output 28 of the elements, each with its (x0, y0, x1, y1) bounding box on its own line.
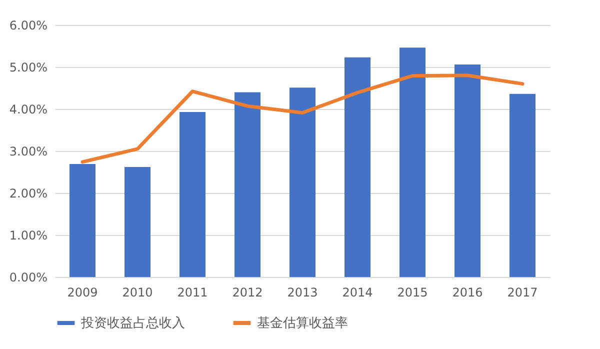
x-tick-label: 2010 (122, 286, 153, 300)
bar (180, 112, 206, 277)
x-tick-label: 2017 (507, 286, 538, 300)
x-tick-label: 2014 (342, 286, 373, 300)
legend-label: 基金估算收益率 (257, 315, 348, 331)
x-tick-label: 2011 (177, 286, 208, 300)
y-tick-label: 3.00% (9, 144, 48, 158)
bar (70, 164, 96, 277)
legend-label: 投资收益占总收入 (80, 316, 185, 331)
x-tick-label: 2015 (397, 286, 428, 300)
y-tick-label: 5.00% (9, 60, 48, 74)
x-tick-label: 2013 (287, 286, 318, 300)
x-tick-label: 2016 (452, 286, 483, 300)
bar (124, 166, 150, 277)
y-tick-label: 2.00% (9, 186, 48, 200)
y-tick-label: 0.00% (9, 270, 48, 284)
bar (234, 92, 260, 277)
bar (454, 64, 480, 277)
bar (400, 48, 426, 277)
y-tick-label: 6.00% (9, 18, 48, 32)
y-tick-label: 1.00% (9, 228, 48, 242)
x-tick-label: 2012 (232, 286, 263, 300)
bar (290, 88, 316, 277)
line-series (80, 74, 524, 164)
y-tick-label: 4.00% (9, 102, 48, 116)
x-tick-label: 2009 (67, 286, 98, 300)
bar (510, 94, 536, 277)
bar (344, 57, 370, 277)
